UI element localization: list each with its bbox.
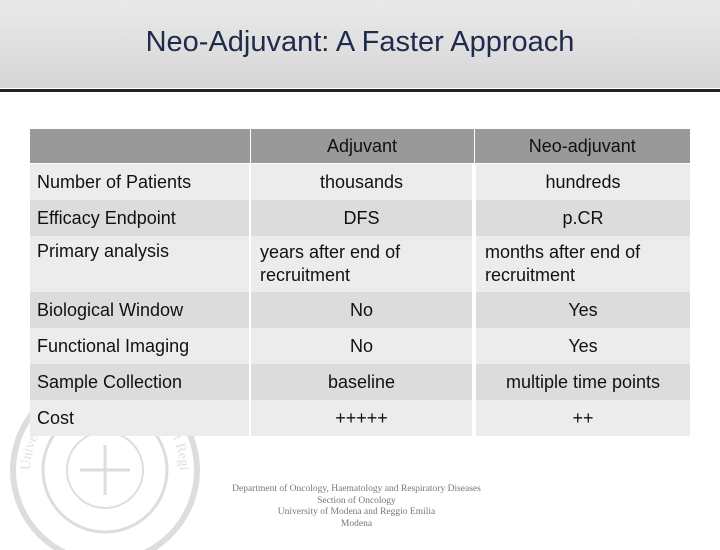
adjuvant-cell: thousands [249,163,474,200]
adjuvant-cell: No [249,291,474,328]
row-label: Efficacy Endpoint [30,199,250,236]
slide-title: Neo-Adjuvant: A Faster Approach [145,26,575,58]
table-row: Cost +++++ ++ [30,399,690,436]
department-footer: Department of Oncology, Haematology and … [200,484,513,530]
adjuvant-cell: years after end of recruitment [249,235,474,292]
table-row: Efficacy Endpoint DFS p.CR [30,199,690,236]
neo-adjuvant-cell: p.CR [472,199,690,236]
footer-line: Department of Oncology, Haematology and … [232,484,481,494]
header-cell-neo-adjuvant: Neo-adjuvant [474,129,690,164]
neo-adjuvant-cell: hundreds [472,163,690,200]
neo-adjuvant-cell: Yes [472,291,690,328]
adjuvant-cell: No [249,327,474,364]
neo-adjuvant-cell: months after end of recruitment [472,235,690,292]
neo-adjuvant-cell: ++ [472,399,690,436]
row-label: Biological Window [30,291,250,328]
row-label: Functional Imaging [30,327,250,364]
footer-line: Section of Oncology [317,495,396,506]
table-row: Primary analysis years after end of recr… [30,235,690,292]
table-row: Biological Window No Yes [30,291,690,328]
row-label: Number of Patients [30,163,250,200]
adjuvant-cell: DFS [249,199,474,236]
neo-adjuvant-cell: Yes [472,327,690,364]
footer-line: Modena [340,518,373,529]
row-label: Sample Collection [30,363,250,400]
table-row: Number of Patients thousands hundreds [30,163,690,200]
table-header-row: Adjuvant Neo-adjuvant [30,129,690,164]
table-row: Sample Collection baseline multiple time… [30,363,690,400]
adjuvant-cell: baseline [249,363,474,400]
table-row: Functional Imaging No Yes [30,327,690,364]
header-cell [30,129,251,164]
row-label: Primary analysis [30,235,250,292]
row-label: Cost [30,399,250,436]
footer-line: University of Modena and Reggio Emilia [277,507,436,517]
header-cell-adjuvant: Adjuvant [250,129,475,164]
neo-adjuvant-cell: multiple time points [472,363,690,400]
adjuvant-cell: +++++ [249,399,474,436]
title-band: Neo-Adjuvant: A Faster Approach [0,0,720,88]
title-divider [0,89,720,92]
comparison-table: Adjuvant Neo-adjuvant Number of Patients… [30,129,690,436]
